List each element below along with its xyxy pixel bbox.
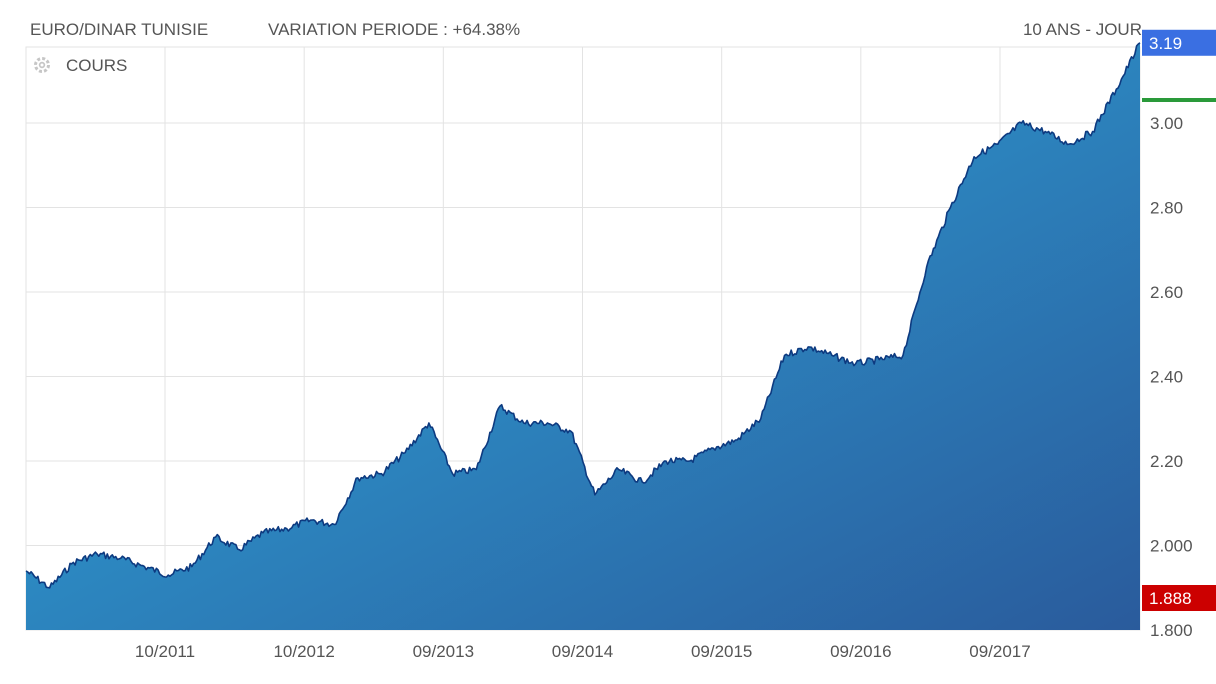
series-area xyxy=(26,42,1140,631)
x-tick-label: 09/2016 xyxy=(830,642,891,661)
x-tick-label: 09/2014 xyxy=(552,642,613,661)
y-tick-label: 2.20 xyxy=(1150,452,1183,471)
legend-label: COURS xyxy=(66,56,127,75)
plot-area xyxy=(25,42,1141,631)
y-tick-label: 3.00 xyxy=(1150,114,1183,133)
max-marker xyxy=(1142,98,1216,102)
x-tick-label: 09/2017 xyxy=(969,642,1030,661)
y-tick-label: 1.800 xyxy=(1150,621,1193,640)
y-tick-label: 2.40 xyxy=(1150,368,1183,387)
series-line xyxy=(25,42,1141,589)
gear-icon[interactable] xyxy=(34,57,50,73)
value-badges: 3.19 1.888 xyxy=(1142,29,1216,611)
period-selector[interactable]: 10 ANS - JOUR xyxy=(1022,20,1142,39)
x-tick-label: 10/2012 xyxy=(273,642,334,661)
min-value-badge xyxy=(1142,585,1216,611)
y-tick-label: 2.80 xyxy=(1150,199,1183,218)
y-tick-label: 2.000 xyxy=(1150,537,1193,556)
y-tick-label: 2.60 xyxy=(1150,283,1183,302)
currency-pair-title: EURO/DINAR TUNISIE xyxy=(30,20,209,39)
min-value-label: 1.888 xyxy=(1149,589,1192,608)
x-tick-label: 09/2015 xyxy=(691,642,752,661)
last-value-label: 3.19 xyxy=(1149,34,1182,53)
last-value-badge xyxy=(1142,29,1216,56)
x-tick-label: 10/2011 xyxy=(135,642,195,661)
axes: 1.800 2.000 2.20 2.40 2.60 2.80 3.00 10/2011 10/… xyxy=(135,114,1193,661)
x-tick-label: 09/2013 xyxy=(413,642,474,661)
legend[interactable]: COURS xyxy=(34,56,128,75)
period-variation: VARIATION PERIODE : +64.38% xyxy=(268,20,521,39)
